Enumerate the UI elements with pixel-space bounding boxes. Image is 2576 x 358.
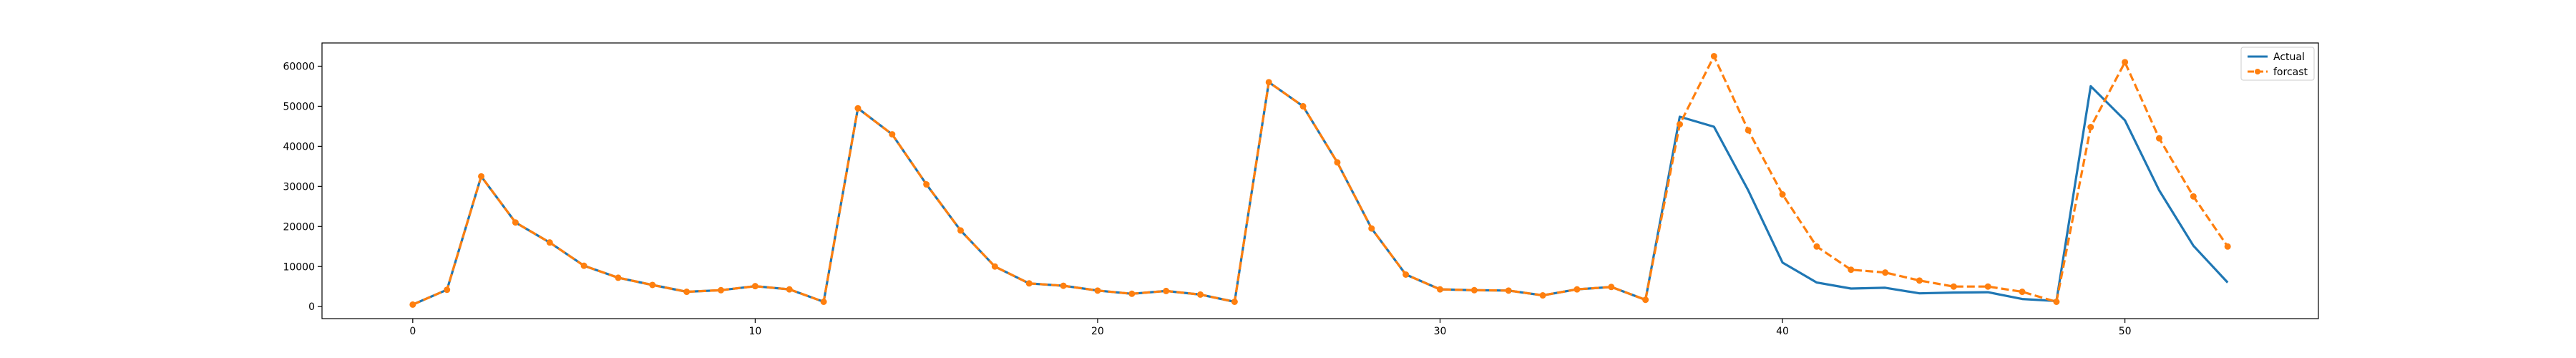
- data-point-forcast: [1642, 296, 1649, 304]
- x-tick-label: 50: [2119, 326, 2132, 337]
- data-point-forcast: [2087, 124, 2094, 131]
- y-tick-label: 50000: [283, 101, 315, 112]
- data-point-forcast: [991, 263, 998, 270]
- data-point-forcast: [409, 301, 416, 308]
- x-tick-label: 20: [1091, 326, 1104, 337]
- data-point-forcast: [1608, 284, 1615, 291]
- x-tick-label: 30: [1434, 326, 1447, 337]
- data-point-forcast: [2019, 289, 2026, 296]
- data-point-forcast: [2053, 298, 2060, 305]
- data-point-forcast: [1984, 283, 1991, 290]
- data-point-forcast: [1916, 277, 1923, 284]
- data-point-forcast: [2190, 193, 2197, 200]
- legend-marker-forcast: [2255, 69, 2260, 74]
- data-point-forcast: [889, 131, 896, 138]
- data-point-forcast: [1265, 79, 1272, 86]
- data-point-forcast: [1745, 127, 1752, 134]
- data-point-forcast: [444, 286, 451, 294]
- data-point-forcast: [1950, 283, 1957, 290]
- data-point-forcast: [580, 262, 587, 269]
- series-layer: [409, 52, 2231, 308]
- y-tick-label: 10000: [283, 261, 315, 273]
- data-point-forcast: [1025, 280, 1033, 287]
- data-point-forcast: [683, 289, 691, 296]
- data-point-forcast: [820, 298, 827, 305]
- data-point-forcast: [1197, 291, 1204, 298]
- legend: Actual forcast: [2240, 47, 2315, 81]
- data-point-forcast: [957, 227, 965, 234]
- y-tick-label: 20000: [283, 221, 315, 233]
- data-point-forcast: [1882, 269, 1889, 276]
- data-point-forcast: [1163, 287, 1170, 294]
- data-point-forcast: [1436, 286, 1443, 293]
- data-point-forcast: [649, 281, 656, 289]
- axes-layer: 0 10 20 30 40 50 0 10000 20000 30000 40000 50000 600…: [283, 61, 2131, 337]
- data-point-forcast: [1848, 266, 1855, 274]
- x-tick-label: 0: [409, 326, 416, 337]
- data-point-forcast: [1128, 290, 1136, 297]
- data-point-forcast: [2122, 59, 2129, 66]
- y-tick-label: 0: [308, 301, 315, 313]
- data-point-forcast: [1779, 191, 1786, 198]
- data-point-forcast: [1813, 243, 1820, 250]
- series-line-forcast: [412, 54, 2229, 306]
- legend-label-forcast: forcast: [2273, 67, 2308, 78]
- data-point-forcast: [2155, 135, 2162, 142]
- y-tick-label: 60000: [283, 61, 315, 72]
- x-tick-label: 10: [748, 326, 761, 337]
- data-point-forcast: [854, 105, 862, 112]
- data-point-forcast: [1094, 287, 1101, 294]
- data-point-forcast: [512, 219, 519, 226]
- data-point-forcast: [1231, 298, 1238, 305]
- plot-area: [322, 43, 2318, 319]
- data-point-forcast: [1574, 286, 1581, 293]
- y-tick-label: 40000: [283, 141, 315, 153]
- data-point-forcast: [546, 239, 553, 246]
- data-point-forcast: [1676, 121, 1683, 128]
- data-point-forcast: [718, 286, 725, 294]
- data-point-forcast: [1368, 225, 1375, 232]
- plot-frame: [321, 42, 2319, 319]
- data-point-forcast: [478, 173, 485, 180]
- data-point-forcast: [786, 286, 793, 293]
- data-point-forcast: [1334, 159, 1341, 166]
- data-point-forcast: [923, 181, 930, 188]
- data-point-forcast: [1470, 286, 1478, 294]
- data-point-forcast: [2224, 243, 2231, 250]
- data-point-forcast: [1060, 282, 1067, 289]
- data-point-forcast: [1710, 52, 1717, 59]
- data-point-forcast: [751, 283, 758, 290]
- y-tick-label: 30000: [283, 181, 315, 193]
- x-tick-label: 40: [1776, 326, 1789, 337]
- data-point-forcast: [1539, 292, 1546, 299]
- data-point-forcast: [1299, 102, 1307, 110]
- data-point-forcast: [1505, 287, 1512, 294]
- data-point-forcast: [615, 274, 622, 281]
- data-point-forcast: [1402, 271, 1410, 278]
- legend-label-actual: Actual: [2273, 52, 2305, 63]
